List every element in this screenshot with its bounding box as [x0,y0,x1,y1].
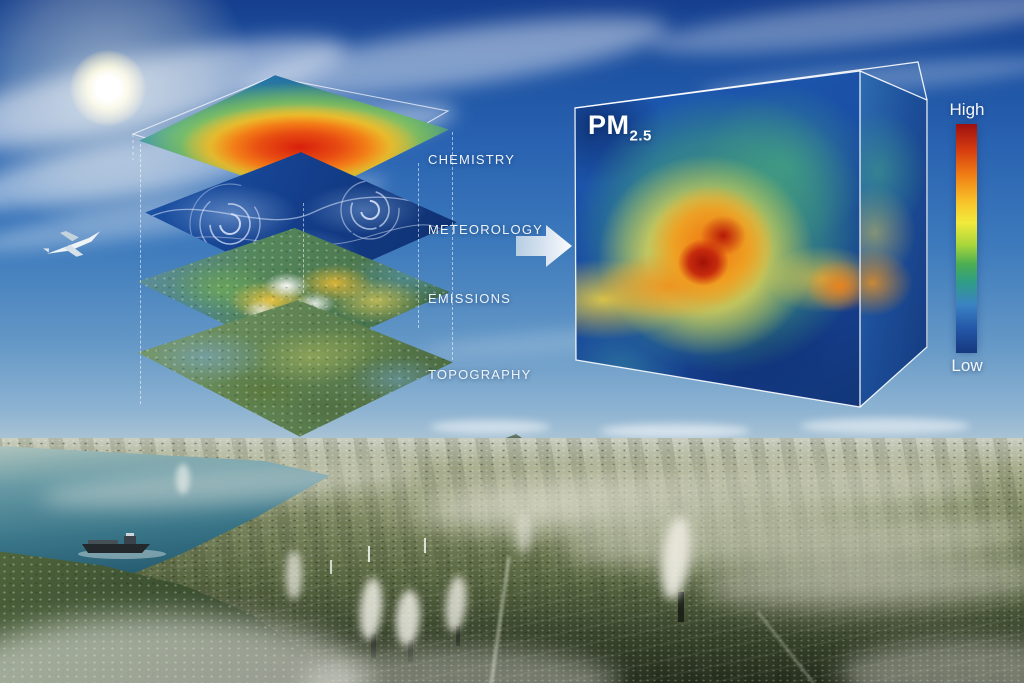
smoke-plume [516,512,532,554]
flow-arrow-icon [516,225,572,267]
colorbar [956,124,977,353]
pm25-title-sub: 2.5 [629,127,652,145]
stack-connector-line [140,144,141,404]
pm25-title-main: PM [588,110,630,140]
smokestack [678,592,684,622]
layer-label-topography: TOPOGRAPHY [428,367,532,382]
colorbar-high-label: High [949,100,985,119]
smokestack [456,626,460,646]
layer-label-emissions: EMISSIONS [428,291,512,306]
horizon-cloud [600,424,750,438]
cargo-ship-icon [78,533,166,559]
pm25-volume-front-face [575,71,860,407]
layer-label-meteorology: METEOROLOGY [428,222,544,237]
pm25-volume-side-face [860,71,928,407]
smokestack [408,640,413,662]
horizon-cloud [430,420,550,434]
stack-connector-line [303,203,304,293]
wind-turbine [330,560,332,574]
pm25-title: PM2.5 [588,110,652,144]
horizon-cloud [800,418,970,434]
wind-turbine [368,546,370,562]
layer-label-chemistry: CHEMISTRY [428,152,516,167]
stack-connector-line [418,163,419,328]
smoke-plume [286,550,302,600]
airplane-icon [43,230,101,257]
colorbar-low-label: Low [951,356,983,375]
hill-smoke [176,464,190,494]
wind-turbine [424,538,426,553]
stack-connector-line [452,132,453,360]
smokestack [371,634,376,658]
